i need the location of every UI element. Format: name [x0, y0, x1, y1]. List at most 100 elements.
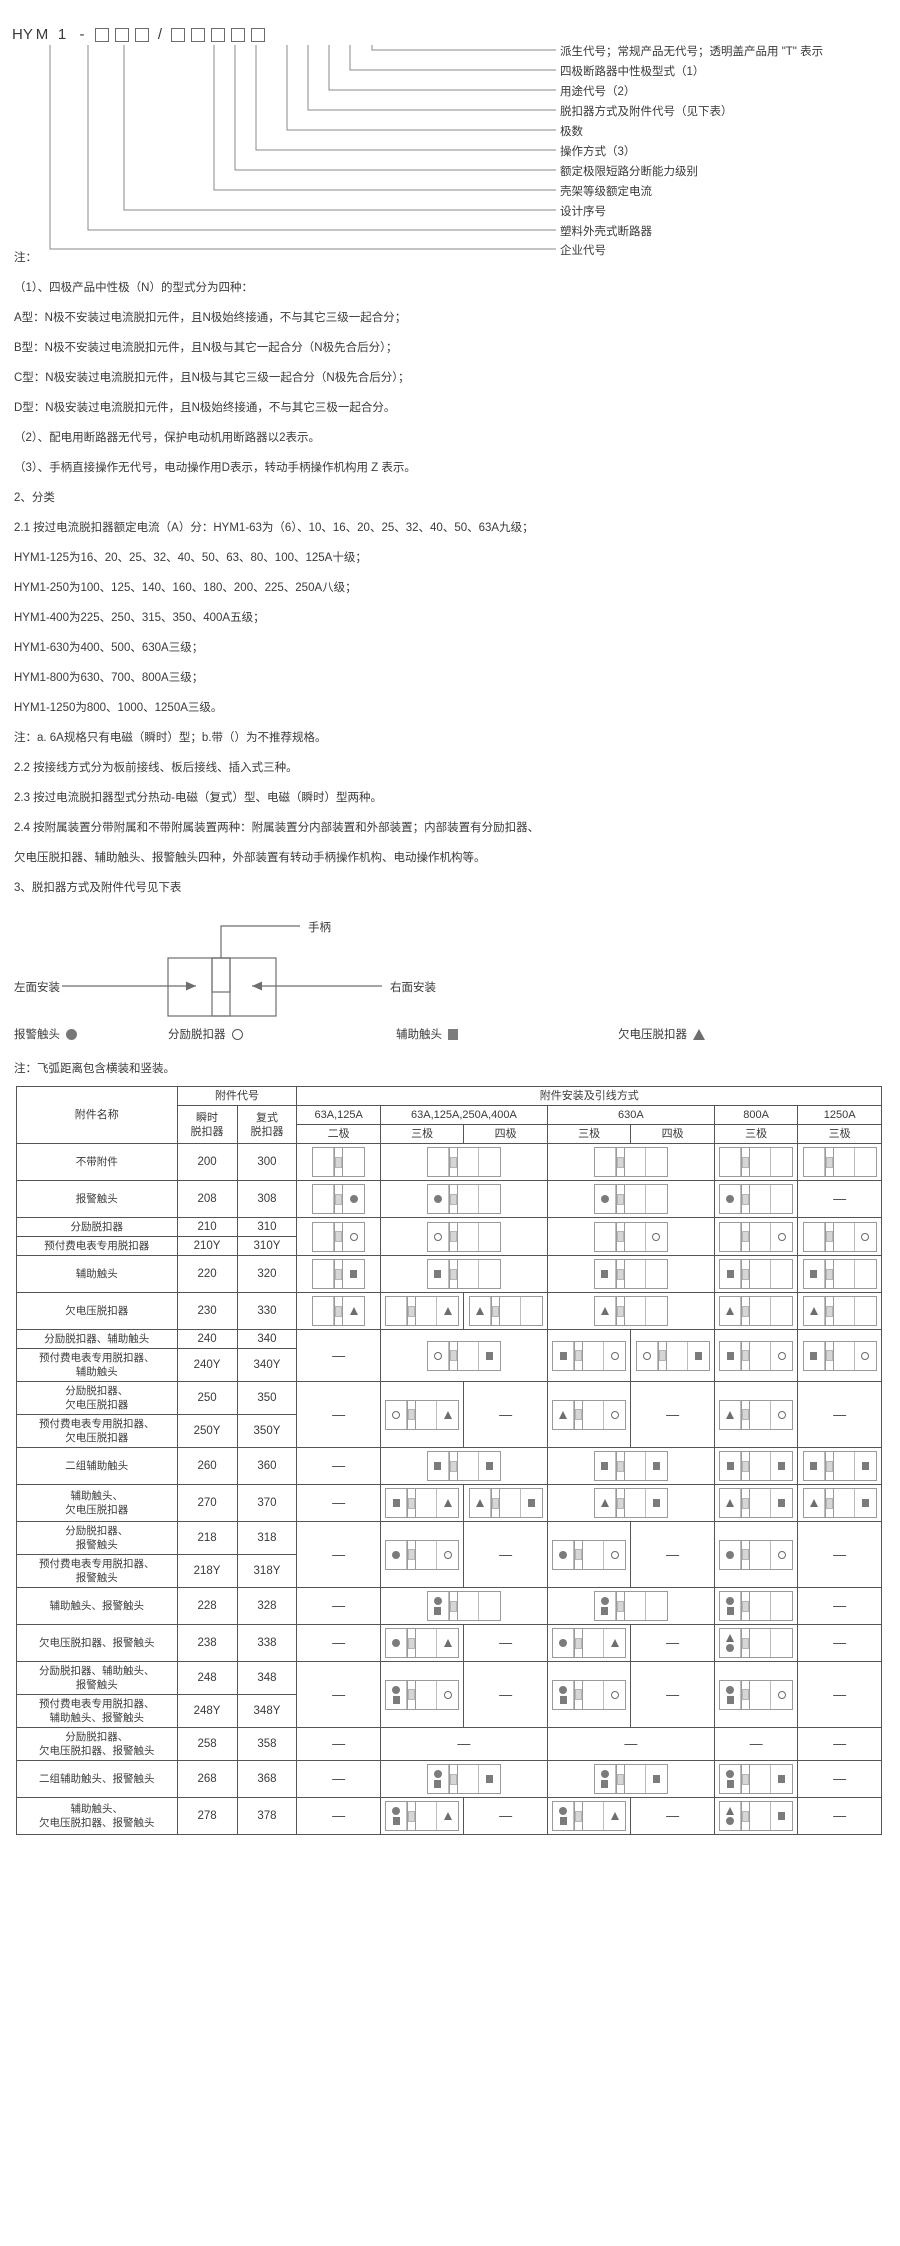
- breaker-pictogram: [312, 1259, 366, 1289]
- cell-install-diagram: [379, 1760, 548, 1798]
- handle-knob: [616, 1156, 624, 1168]
- breaker-diagram-cell: [382, 1800, 462, 1832]
- breaker-pictogram: [593, 1147, 668, 1177]
- cell-not-available: —: [296, 1797, 381, 1835]
- breaker-handle-icon: [824, 1341, 834, 1370]
- breaker-pole: [771, 1541, 792, 1569]
- cell-install-diagram: [546, 1797, 632, 1835]
- breaker-pole: [750, 1400, 772, 1429]
- note-item-6: （3）、手柄直接操作无代号，电动操作用D表示，转动手柄操作机构用 Z 表示。: [14, 462, 416, 474]
- classification-line-5: HYM1-800为630、700、800A三级；: [14, 672, 204, 684]
- symbol-stack: [349, 1195, 358, 1203]
- breaker-pole: [553, 1680, 575, 1709]
- circle-filled-icon: [559, 1550, 568, 1559]
- designation-leader-lines: [49, 45, 556, 250]
- code-box-5: [191, 28, 205, 43]
- legend-note: 注：飞弧距离包含横装和竖装。: [14, 1063, 175, 1075]
- symbol-stack: [443, 1499, 452, 1507]
- breaker-handle-icon: [615, 1765, 625, 1793]
- cell-not-available: —: [630, 1381, 715, 1448]
- symbol-stack: [434, 1270, 442, 1278]
- symbol-stack: [610, 1410, 619, 1419]
- triangle-icon: [349, 1307, 358, 1315]
- legend-label-alarm: 报警触头: [14, 1029, 60, 1041]
- cell-not-available: —: [463, 1381, 548, 1448]
- breaker-diagram-cell: [549, 1399, 629, 1431]
- breaker-handle-icon: [615, 1148, 625, 1176]
- square-filled-icon: [694, 1351, 702, 1360]
- table-row: 二组辅助触头 260 360—: [16, 1447, 882, 1485]
- breaker-pictogram: [385, 1628, 460, 1658]
- breaker-pictogram: [552, 1628, 627, 1658]
- symbol-stack: [861, 1462, 869, 1470]
- square-filled-icon: [434, 1270, 442, 1278]
- breaker-handle-icon: [615, 1222, 625, 1251]
- breaker-pictogram: [719, 1147, 794, 1177]
- breaker-diagram-cell: [716, 1258, 796, 1290]
- circle-filled-icon: [392, 1639, 401, 1647]
- breaker-handle-icon: [824, 1222, 834, 1251]
- designation-label-0: 派生代号；常规产品无代号；透明盖产品用 "T" 表示: [560, 46, 824, 58]
- square-filled-icon: [652, 1499, 660, 1507]
- circle-filled-icon: [726, 1817, 735, 1825]
- breaker-pictogram: [719, 1764, 794, 1794]
- accessory-name-line: 预付费电表专用脱扣器、: [39, 1418, 155, 1430]
- handle-knob: [742, 1156, 750, 1168]
- square-filled-icon: [726, 1351, 734, 1360]
- circle-open-icon: [443, 1690, 452, 1699]
- handle-knob: [616, 1600, 624, 1612]
- handle-knob: [742, 1231, 750, 1242]
- classification-heading: 2、分类: [14, 492, 55, 504]
- cell-code-composite: 340Y: [236, 1348, 298, 1382]
- symbol-stack: [443, 1639, 452, 1647]
- cell-accessory-name: 预付费电表专用脱扣器、 欠电压脱扣器: [16, 1414, 178, 1448]
- header-poles-0-0: 二极: [296, 1124, 381, 1144]
- header-composite-line2: 脱扣器: [250, 1125, 284, 1138]
- breaker-pole: [720, 1489, 742, 1517]
- breaker-handle-icon: [334, 1260, 344, 1288]
- breaker-pole: [313, 1297, 335, 1325]
- breaker-pole: [458, 1592, 479, 1620]
- breaker-pictogram: [593, 1764, 668, 1794]
- breaker-pole: [521, 1297, 542, 1325]
- code-box-6: [211, 28, 225, 43]
- handle-knob: [575, 1409, 583, 1420]
- symbol-stack: [726, 1770, 735, 1788]
- breaker-pole: [804, 1260, 825, 1288]
- breaker-pictogram: [719, 1801, 794, 1831]
- symbol-stack: [861, 1351, 870, 1360]
- breaker-pole: [771, 1629, 792, 1657]
- breaker-handle-icon: [741, 1222, 751, 1251]
- breaker-pole: [604, 1401, 625, 1429]
- symbol-stack: [559, 1550, 568, 1559]
- breaker-pole: [720, 1680, 742, 1709]
- handle-knob: [449, 1350, 457, 1361]
- accessory-name-line: 欠电压脱扣器、报警触头: [39, 1745, 155, 1757]
- circle-open-icon: [777, 1550, 786, 1559]
- handle-knob: [825, 1460, 833, 1472]
- accessory-name-line: 欠电压脱扣器: [65, 1399, 129, 1411]
- handle-diagram-svg: [62, 925, 382, 1017]
- breaker-pole: [386, 1489, 408, 1517]
- handle-knob: [742, 1268, 750, 1280]
- breaker-handle-icon: [657, 1341, 667, 1370]
- cell-accessory-name: 辅助触头: [16, 1255, 178, 1293]
- breaker-diagram-cell: [716, 1627, 796, 1659]
- symbol-stack: [443, 1690, 452, 1699]
- cell-install-diagram: [296, 1292, 381, 1330]
- symbol-stack: [726, 1270, 734, 1278]
- handle-knob: [742, 1549, 750, 1560]
- handle-knob: [742, 1689, 750, 1700]
- cell-accessory-name: 辅助触头、报警触头: [16, 1587, 178, 1625]
- breaker-pictogram: [552, 1679, 627, 1710]
- header-amp-group-3: 800A: [713, 1105, 799, 1125]
- breaker-pictogram: [312, 1296, 366, 1326]
- symbol-stack: [777, 1410, 786, 1419]
- legend-item-undervoltage-release: 欠电压脱扣器: [618, 1026, 705, 1042]
- breaker-diagram-cell: [465, 1487, 545, 1519]
- handle-knob: [825, 1497, 833, 1509]
- breaker-pole: [583, 1400, 605, 1429]
- breaker-pole: [458, 1260, 479, 1288]
- cell-not-available: —: [546, 1727, 715, 1761]
- symbol-stack: [726, 1550, 735, 1559]
